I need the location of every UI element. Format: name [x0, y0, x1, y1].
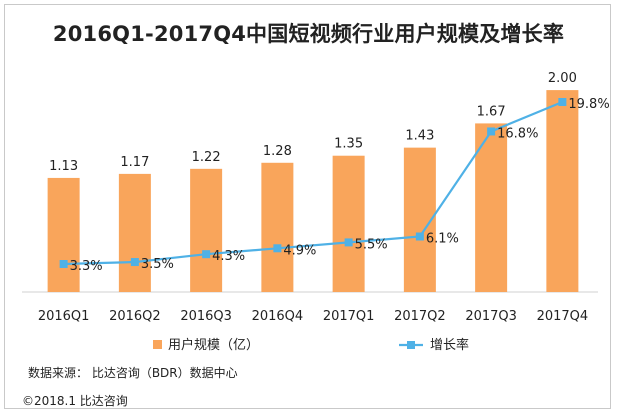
bar-2017Q3: [475, 123, 508, 293]
x-tick-label: 2016Q2: [109, 309, 161, 324]
legend-label-growth: 增长率: [430, 337, 469, 353]
growth-value-label: 4.9%: [283, 243, 316, 258]
bar-value-label: 2.00: [548, 71, 577, 86]
bar-value-label: 1.22: [192, 150, 221, 165]
bar-value-label: 1.13: [49, 159, 78, 174]
chart-frame: [4, 4, 611, 409]
x-tick-label: 2017Q1: [323, 309, 375, 324]
bar-2017Q1: [332, 155, 365, 292]
growth-value-label: 6.1%: [426, 232, 459, 247]
legend-marker-growth: [407, 341, 415, 349]
x-tick-label: 2017Q2: [394, 309, 446, 324]
bar-2016Q4: [261, 162, 294, 292]
x-tick-label: 2017Q4: [537, 309, 589, 324]
growth-value-label: 19.8%: [568, 97, 609, 112]
growth-value-label: 16.8%: [497, 126, 538, 141]
growth-value-label: 3.3%: [70, 259, 103, 274]
growth-point-2016Q1: [59, 260, 68, 268]
bar-2016Q1: [47, 177, 80, 292]
bar-value-label: 1.28: [263, 144, 292, 159]
growth-value-label: 3.5%: [141, 257, 174, 272]
x-tick-label: 2017Q3: [465, 309, 517, 324]
legend-swatch-bar: [153, 340, 162, 349]
growth-point-2016Q4: [273, 244, 282, 253]
growth-point-2017Q4: [558, 98, 567, 106]
growth-rate-line: [63, 100, 563, 266]
growth-point-2017Q2: [415, 232, 424, 241]
bar-value-label: 1.67: [477, 104, 506, 119]
growth-point-2017Q1: [344, 238, 353, 247]
growth-point-2016Q3: [202, 250, 211, 259]
growth-point-2017Q3: [487, 127, 496, 136]
bar-value-label: 1.17: [120, 155, 149, 170]
bar-2016Q3: [190, 168, 223, 292]
legend-label-bar: 用户规模（亿）: [168, 337, 259, 353]
growth-value-label: 5.5%: [355, 237, 388, 252]
x-tick-label: 2016Q3: [180, 309, 232, 324]
growth-point-2016Q2: [130, 258, 139, 267]
bar-value-label: 1.43: [405, 129, 434, 144]
bar-2017Q4: [546, 90, 579, 292]
chart-title: 2016Q1-2017Q4中国短视频行业用户规模及增长率: [52, 22, 565, 46]
x-tick-label: 2016Q4: [252, 309, 304, 324]
copyright-footer: ©2018.1 比达咨询: [22, 394, 128, 408]
growth-value-label: 4.3%: [212, 249, 245, 264]
bar-2016Q2: [118, 173, 151, 292]
bar-value-label: 1.35: [334, 137, 363, 152]
x-tick-label: 2016Q1: [38, 309, 90, 324]
source-note: 数据来源： 比达咨询（BDR）数据中心: [28, 366, 238, 380]
